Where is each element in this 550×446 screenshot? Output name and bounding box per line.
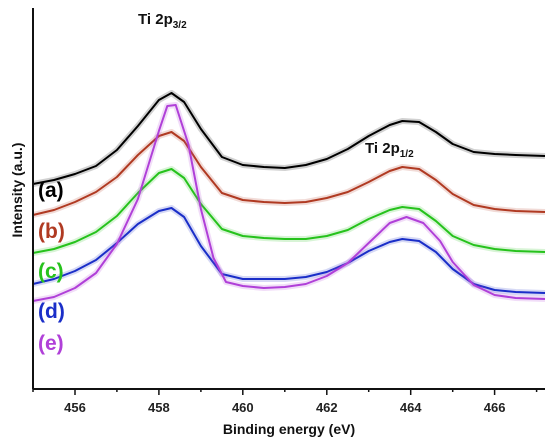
series-label-c: (c) bbox=[38, 260, 64, 283]
series-line-3 bbox=[32, 168, 546, 254]
series-halo-1 bbox=[32, 90, 546, 187]
series-label-d: (d) bbox=[38, 300, 65, 323]
x-tick-label: 458 bbox=[148, 400, 170, 415]
series-line-4 bbox=[32, 207, 546, 294]
series-label-e: (e) bbox=[38, 332, 64, 355]
series-label-a: (a) bbox=[38, 179, 64, 202]
series-line-5 bbox=[32, 104, 546, 302]
peak-label-ti2p32: Ti 2p3/2 bbox=[138, 11, 187, 31]
peak-label-ti2p12: Ti 2p1/2 bbox=[365, 140, 414, 160]
series-line-2 bbox=[32, 131, 546, 216]
x-tick-label: 460 bbox=[232, 400, 254, 415]
y-axis-title: Intensity (a.u.) bbox=[9, 143, 25, 238]
x-tick-label: 466 bbox=[484, 400, 506, 415]
x-tick-label: 464 bbox=[400, 400, 422, 415]
x-tick-label: 462 bbox=[316, 400, 338, 415]
x-tick-label: 456 bbox=[64, 400, 86, 415]
x-ticks: 456 458 460 462 464 466 bbox=[32, 389, 538, 415]
series-line-1 bbox=[32, 92, 546, 185]
series-curves bbox=[32, 90, 546, 304]
series-label-b: (b) bbox=[38, 220, 65, 243]
x-axis-title: Binding energy (eV) bbox=[223, 421, 355, 437]
